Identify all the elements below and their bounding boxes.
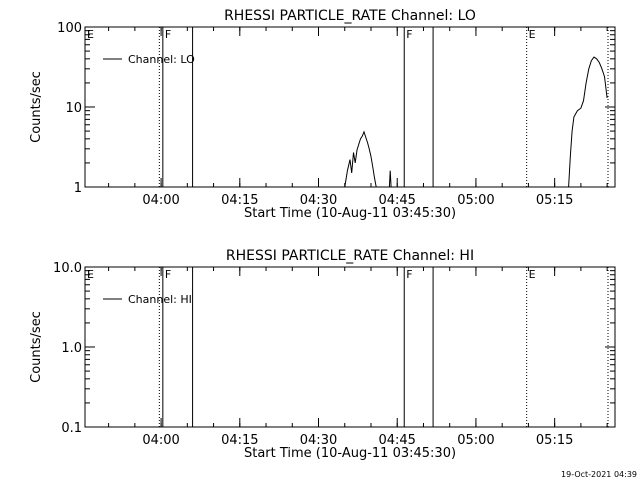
- x-tick-label-1: 04:15: [221, 433, 258, 448]
- x-tick-label-1: 04:30: [300, 433, 337, 448]
- y-axis-label-0: Counts/sec: [29, 71, 44, 143]
- y-tick-label-0: 1: [74, 181, 82, 196]
- legend-label-0: Channel: LO: [128, 53, 195, 66]
- y-axis-label-1: Counts/sec: [29, 311, 44, 383]
- event-marker-label-0: F: [165, 28, 171, 41]
- y-tick-label-1: 10.0: [53, 261, 82, 276]
- x-axis-label-0: Start Time (10-Aug-11 03:45:30): [244, 206, 456, 221]
- event-marker-label-1: F: [165, 268, 171, 281]
- x-tick-label-0: 04:00: [142, 193, 179, 208]
- plot-frame-1: [84, 266, 616, 428]
- event-marker-label-0: E: [529, 28, 536, 41]
- y-tick-label-1: 1.0: [61, 341, 82, 356]
- x-tick-label-0: 04:30: [300, 193, 337, 208]
- x-tick-label-1: 04:00: [142, 433, 179, 448]
- chart-title-0: RHESSI PARTICLE_RATE Channel: LO: [224, 8, 476, 24]
- y-tick-label-1: 0.1: [61, 421, 82, 436]
- chart-title-1: RHESSI PARTICLE_RATE Channel: HI: [226, 248, 474, 264]
- x-tick-label-1: 05:15: [536, 433, 573, 448]
- x-tick-label-0: 05:00: [457, 193, 494, 208]
- event-marker-label-1: E: [529, 268, 536, 281]
- legend-label-1: Channel: HI: [128, 293, 192, 306]
- event-marker-label-0: F: [406, 28, 412, 41]
- x-tick-label-0: 04:15: [221, 193, 258, 208]
- event-marker-label-1: E: [87, 268, 94, 281]
- event-marker-label-0: E: [87, 28, 94, 41]
- y-tick-label-0: 10: [65, 101, 82, 116]
- x-tick-label-1: 05:00: [457, 433, 494, 448]
- event-marker-label-1: F: [406, 268, 412, 281]
- series-line-0-0: [344, 130, 377, 188]
- y-tick-label-0: 100: [57, 21, 82, 36]
- series-line-0-0: [568, 56, 608, 188]
- x-axis-label-1: Start Time (10-Aug-11 03:45:30): [244, 446, 456, 461]
- series-line-0-0: [388, 170, 392, 188]
- x-tick-label-0: 05:15: [536, 193, 573, 208]
- x-tick-label-0: 04:45: [378, 193, 415, 208]
- footer-timestamp: 19-Oct-2021 04:39: [561, 470, 637, 479]
- x-tick-label-1: 04:45: [378, 433, 415, 448]
